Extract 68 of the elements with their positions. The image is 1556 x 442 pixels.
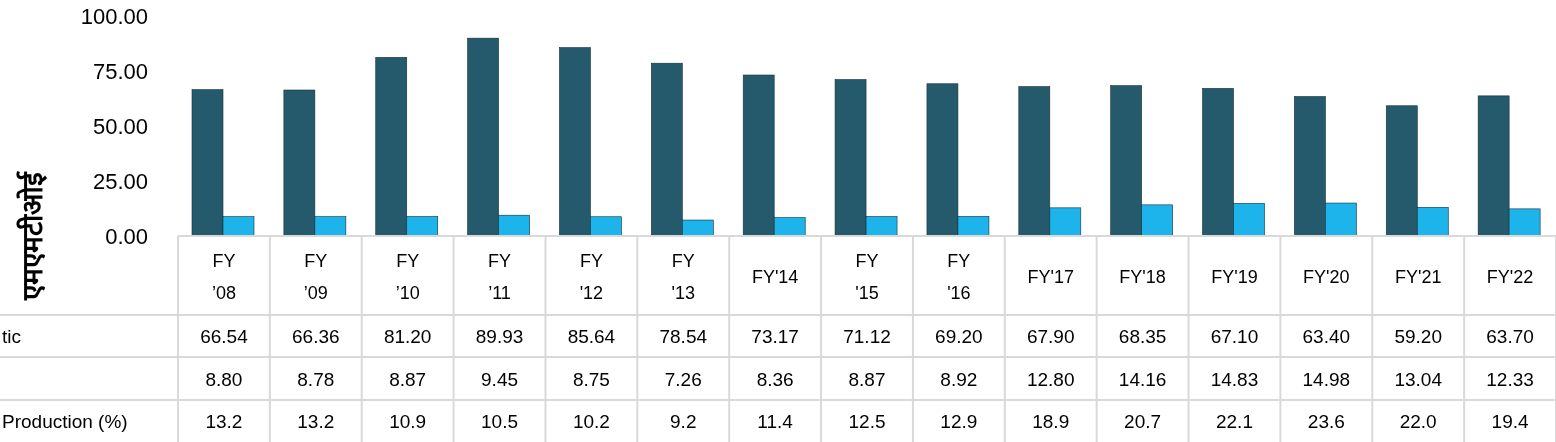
x-tick-label: FY ’10 xyxy=(395,250,420,303)
text: 13.2 xyxy=(205,411,243,432)
text: 10.9 xyxy=(389,411,427,432)
data-label: 12.80 xyxy=(1026,368,1075,390)
text: Production (%) xyxy=(2,411,128,432)
y-tick-label: 75.00 xyxy=(92,59,148,84)
data-label: 8.80 xyxy=(205,368,243,390)
x-tick-label: FY'22 xyxy=(1486,266,1534,287)
data-label: 73.17 xyxy=(751,326,799,347)
data-label: 9.45 xyxy=(481,368,519,390)
x-tick-label: FY ’09 xyxy=(303,250,328,303)
data-label: 59.20 xyxy=(1394,326,1442,347)
x-tick-label: FY'20 xyxy=(1303,266,1350,287)
data-label: 14.16 xyxy=(1118,368,1167,390)
text: tic xyxy=(2,326,21,347)
x-tick-label: FY '13 xyxy=(671,250,695,303)
x-tick-label: FY '16 xyxy=(947,250,971,303)
x-tick-label: FY'21 xyxy=(1394,266,1442,287)
x-tick-label: FY ’11 xyxy=(488,250,512,303)
data-label: 85.64 xyxy=(567,326,616,347)
data-label: 67.90 xyxy=(1026,326,1075,347)
text: 10.5 xyxy=(481,411,519,432)
y-axis-title: एमएमटीओई xyxy=(16,170,48,301)
data-label: 81.20 xyxy=(383,326,432,347)
x-tick-label: FY'17 xyxy=(1027,266,1074,287)
x-tick-label: FY '15 xyxy=(855,250,879,303)
text: 18.9 xyxy=(1032,411,1070,432)
data-label: 63.40 xyxy=(1302,326,1351,347)
data-label: 89.93 xyxy=(475,326,524,347)
data-label: 8.92 xyxy=(940,368,978,390)
data-label: 14.98 xyxy=(1302,368,1351,390)
data-label: 8.78 xyxy=(297,368,335,390)
x-tick-label: FY '12 xyxy=(579,250,604,303)
text: 20.7 xyxy=(1124,411,1162,432)
x-tick-label: FY'14 xyxy=(751,266,799,287)
text: 9.2 xyxy=(670,411,697,432)
text: 23.6 xyxy=(1307,411,1345,432)
text: 10.2 xyxy=(572,411,610,432)
data-label: 67.10 xyxy=(1210,326,1259,347)
text: 12.5 xyxy=(848,411,886,432)
data-label: 66.54 xyxy=(200,326,249,347)
text: 19.4 xyxy=(1491,411,1529,432)
data-label: 8.75 xyxy=(572,368,610,390)
text: 11.4 xyxy=(757,411,794,432)
data-label: 68.35 xyxy=(1118,326,1167,347)
data-label: 8.36 xyxy=(756,368,794,390)
data-label: 66.36 xyxy=(292,326,340,347)
text: 22.0 xyxy=(1399,411,1437,432)
data-label: 7.26 xyxy=(664,368,702,390)
data-label: 78.54 xyxy=(659,326,708,347)
data-label: 71.12 xyxy=(843,326,891,347)
data-label: 12.33 xyxy=(1486,368,1534,390)
x-tick-label: FY ’08 xyxy=(211,250,236,303)
data-label: 8.87 xyxy=(389,368,427,390)
x-tick-label: FY'19 xyxy=(1211,266,1258,287)
y-tick-label: 25.00 xyxy=(92,169,148,194)
y-tick-label: 0.00 xyxy=(105,224,148,249)
text: 13.2 xyxy=(297,411,335,432)
data-label: 69.20 xyxy=(935,326,983,347)
text: 12.9 xyxy=(940,411,978,432)
y-tick-label: 100.00 xyxy=(80,4,148,29)
y-tick-label: 50.00 xyxy=(92,114,148,139)
data-label: 13.04 xyxy=(1394,368,1443,390)
data-label: 8.87 xyxy=(848,368,886,390)
data-label: 14.83 xyxy=(1210,368,1259,390)
data-label: 63.70 xyxy=(1486,326,1534,347)
text: 22.1 xyxy=(1215,411,1253,432)
x-tick-label: FY'18 xyxy=(1119,266,1166,287)
